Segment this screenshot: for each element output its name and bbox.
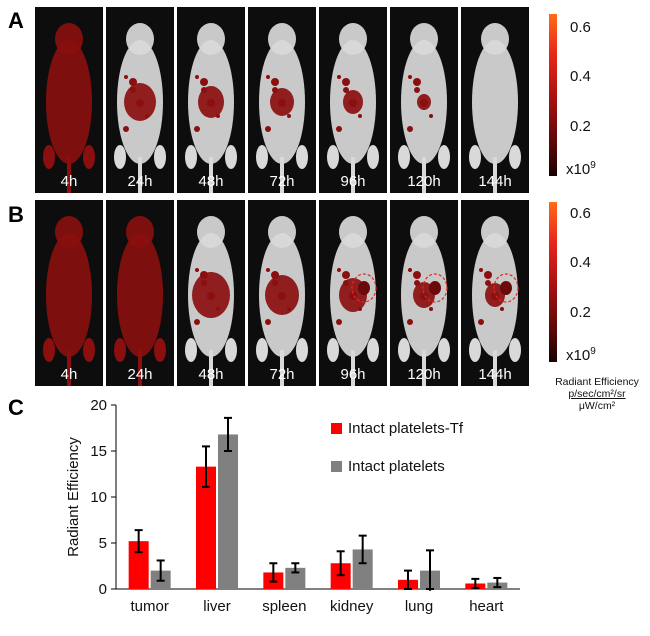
colorbar-a-tick: 0.2 [570,118,591,135]
mouse-silhouette [43,216,95,386]
mouse-image-b-144h: 144h [461,200,529,386]
error-bar-kidney-tf [336,550,345,577]
timepoint-label: 144h [478,366,512,383]
mouse-image-b-4h: 4h [35,200,103,386]
x-tick-label: kidney [330,598,374,615]
legend-label-tf: Intact platelets-Tf [348,420,464,437]
mouse-silhouette [185,216,237,386]
mouse-silhouette [469,216,521,386]
timepoint-label: 144h [478,173,512,190]
colorbar-b-tick: 0.2 [570,304,591,321]
colorbar-a [549,14,557,176]
panel-label-a: A [8,8,24,33]
mouse-silhouette [398,23,450,193]
radiant-efficiency-title: Radiant Efficiency [555,376,639,388]
timepoint-label: 120h [407,366,441,383]
x-tick-label: lung [405,598,433,615]
mouse-silhouette [327,23,379,193]
timepoint-label: 48h [198,173,224,190]
colorbar-b-tick: 0.6 [570,205,591,222]
mouse-silhouette [185,23,237,193]
timepoint-label: 48h [198,366,224,383]
error-bar-heart-tf [471,577,480,590]
mouse-image-a-96h: 96h [319,7,387,193]
colorbar-b-tick: 0.4 [570,254,591,271]
mouse-silhouette [43,23,95,193]
error-bar-lung-intact [426,549,434,591]
timepoint-label: 96h [340,173,366,190]
radiant-efficiency-label: Radiant Efficiency p/sec/cm²/sr μW/cm² [548,376,646,412]
bar-spleen-intact [285,567,306,589]
mouse-silhouette [327,216,379,386]
colorbar-a-unit: x109 [566,160,596,178]
legend-item-tf: Intact platelets-Tf [331,420,463,437]
error-bar-heart-intact [493,576,502,589]
x-tick-label: liver [203,598,231,615]
error-bar-kidney-intact [358,534,367,565]
mouse-image-b-120h: 120h [390,200,458,386]
y-tick-label: 20 [90,397,107,414]
mouse-silhouette [114,23,166,193]
y-tick-label: 15 [90,443,107,460]
error-bar-liver-tf [202,445,210,488]
mouse-silhouette [398,216,450,386]
timepoint-label: 72h [269,366,295,383]
mouse-image-a-72h: 72h [248,7,316,193]
colorbar-a-tick: 0.6 [570,19,591,36]
mouse-image-b-96h: 96h [319,200,387,386]
timepoint-label: 4h [60,366,78,383]
imaging-row-a: 4h 24h 48h 72h 96h 120h 144h [35,7,529,193]
imaging-row-b: 4h 24h 48h 72h 96h 120h 144h [35,200,529,386]
radiant-efficiency-denominator: μW/cm² [578,400,616,412]
timepoint-label: 72h [269,173,295,190]
mouse-image-a-4h: 4h [35,7,103,193]
timepoint-label: 24h [127,173,153,190]
mouse-image-b-24h: 24h [106,200,174,386]
legend-label-intact: Intact platelets [348,458,445,475]
mouse-silhouette [469,23,521,193]
legend-swatch-intact [331,461,342,472]
y-tick-label: 0 [99,581,107,598]
error-bar-spleen-tf [269,562,278,583]
mouse-image-a-48h: 48h [177,7,245,193]
bar-tumor-tf [128,541,149,589]
colorbar-b-unit: x109 [566,346,596,364]
panel-label-b: B [8,202,24,227]
x-tick-label: tumor [130,598,168,615]
timepoint-label: 24h [127,366,153,383]
panel-label-c: C [8,395,24,420]
x-tick-label: spleen [262,598,306,615]
bar-liver-tf [196,466,216,589]
timepoint-label: 120h [407,173,441,190]
timepoint-label: 4h [60,173,78,190]
error-bar-tumor-tf [134,529,143,554]
x-tick-label: heart [469,598,504,615]
timepoint-label: 96h [340,366,366,383]
colorbar-a-tick: 0.4 [570,68,591,85]
error-bar-lung-tf [404,569,412,590]
mouse-image-a-24h: 24h [106,7,174,193]
bar-liver-intact [218,434,238,589]
colorbar-b [549,202,557,362]
mouse-image-b-48h: 48h [177,200,245,386]
mouse-image-a-144h: 144h [461,7,529,193]
bar-kidney-intact [352,549,373,589]
legend-item-intact: Intact platelets [331,458,445,475]
y-tick-label: 10 [90,489,107,506]
radiant-efficiency-numerator: p/sec/cm²/sr [568,388,626,400]
error-bar-liver-intact [224,416,232,452]
mouse-image-a-120h: 120h [390,7,458,193]
y-axis-label: Radiant Efficiency [65,437,82,557]
organ-radiant-efficiency-chart: 0 5 10 15 20 Radiant Efficiency tumor liver sple… [65,397,520,615]
error-bar-spleen-intact [291,562,300,574]
mouse-silhouette [256,216,308,386]
mouse-silhouette [256,23,308,193]
mouse-image-b-72h: 72h [248,200,316,386]
error-bar-tumor-intact [156,559,165,582]
y-tick-label: 5 [99,535,107,552]
legend-swatch-tf [331,423,342,434]
mouse-silhouette [114,216,166,386]
